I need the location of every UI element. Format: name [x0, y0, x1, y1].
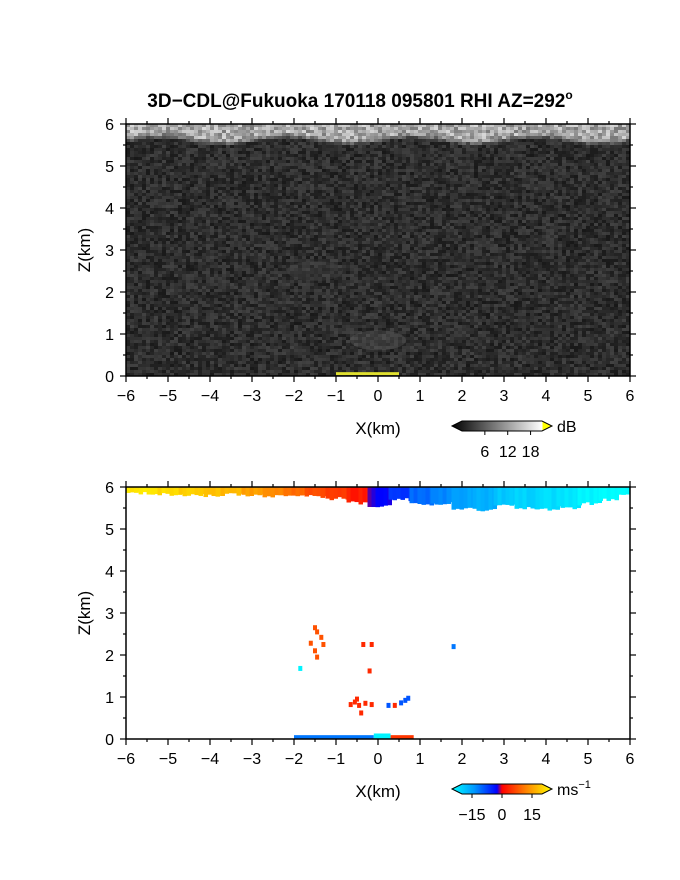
velocity-point: [361, 642, 366, 647]
x-tick-label: 6: [626, 751, 635, 768]
velocity-point: [359, 710, 364, 716]
x-tick-label: 5: [584, 388, 593, 405]
velocity-colorbar-label: ms−1: [557, 779, 591, 799]
velocity-point: [357, 702, 362, 708]
x-tick-label: −2: [285, 751, 303, 768]
velocity-point: [392, 702, 397, 708]
velocity-point: [319, 634, 324, 640]
y-tick-label: 5: [105, 159, 114, 176]
velocity-point: [369, 642, 374, 647]
velocity-surface-mark: [373, 733, 391, 739]
x-tick-label: 2: [458, 388, 467, 405]
x-tick-label: −4: [201, 388, 219, 405]
x-tick-label: −3: [243, 751, 261, 768]
x-tick-label: 2: [458, 751, 467, 768]
reflectivity-colorbar-tick: 18: [522, 444, 540, 461]
x-tick-label: 1: [416, 751, 425, 768]
x-tick-label: −1: [327, 751, 345, 768]
reflectivity-colorbar: dB 6 12 18: [450, 419, 577, 461]
velocity-point: [298, 665, 303, 671]
velocity-point: [386, 702, 391, 708]
y-tick-label: 1: [105, 690, 114, 707]
reflectivity-colorbar-tick: 6: [480, 444, 489, 461]
velocity-panel: −6 −5 −4 −3 −2 −1 0 1 2 3 4 5 6 0 1 2 3 4 5 6 X(km) Z(km) m…: [75, 480, 636, 824]
velocity-point: [451, 644, 456, 650]
velocity-point: [315, 629, 320, 635]
velocity-surface: [294, 733, 414, 739]
velocity-point: [399, 700, 404, 706]
x-tick-label: 3: [500, 388, 509, 405]
velocity-point: [406, 695, 411, 701]
x-tick-label: 6: [626, 388, 635, 405]
velocity-point: [352, 699, 357, 705]
x-tick-label: −1: [327, 388, 345, 405]
velocity-colorbar: ms−1 −15 0 15: [450, 779, 591, 824]
velocity-surface-mark: [390, 735, 414, 739]
velocity-point: [355, 696, 359, 702]
y-tick-label: 2: [105, 285, 114, 302]
y-tick-label: 5: [105, 522, 114, 539]
velocity-colorbar-tick: 0: [498, 807, 507, 824]
x-tick-label: 0: [374, 751, 383, 768]
velocity-point: [367, 668, 372, 674]
velocity-point: [308, 640, 313, 646]
velocity-point: [348, 702, 353, 708]
y-tick-label: 0: [105, 732, 114, 749]
velocity-point: [363, 700, 368, 706]
figure-title: 3D−CDL@Fukuoka 170118 095801 RHI AZ=292o: [147, 88, 572, 112]
weak-echo-mark: [350, 330, 406, 351]
x-tick-label: 4: [542, 751, 551, 768]
x-tick-label: 1: [416, 388, 425, 405]
velocity-point: [403, 697, 408, 703]
reflectivity-colorbar-bar: [450, 420, 554, 432]
x-tick-label: 3: [500, 751, 509, 768]
x-tick-label: 5: [584, 751, 593, 768]
reflectivity-heatmap: [126, 124, 630, 376]
x-tick-label: 0: [374, 388, 383, 405]
velocity-scatter: [298, 625, 456, 716]
surface-echo-mark: [336, 372, 399, 376]
y-tick-label: 6: [105, 480, 114, 497]
velocity-colorbar-tick: 15: [523, 807, 541, 824]
velocity-x-axis-label: X(km): [355, 782, 400, 801]
velocity-y-axis-label: Z(km): [75, 591, 94, 635]
velocity-surface-mark: [294, 735, 374, 739]
velocity-colorbar-bar: [450, 783, 554, 795]
velocity-top-layer: [126, 487, 630, 512]
x-tick-label: −6: [117, 751, 135, 768]
y-tick-label: 0: [105, 369, 114, 386]
velocity-point: [321, 642, 326, 647]
x-tick-label: −4: [201, 751, 219, 768]
x-tick-label: −3: [243, 388, 261, 405]
y-tick-label: 6: [105, 117, 114, 134]
velocity-point: [313, 648, 317, 654]
x-tick-label: −5: [159, 751, 177, 768]
x-tick-label: −6: [117, 388, 135, 405]
velocity-point: [369, 702, 374, 708]
x-tick-label: −5: [159, 388, 177, 405]
velocity-point: [315, 654, 320, 660]
y-tick-label: 1: [105, 327, 114, 344]
reflectivity-colorbar-label: dB: [557, 419, 577, 436]
y-tick-label: 3: [105, 243, 114, 260]
velocity-point: [313, 625, 317, 631]
y-tick-label: 4: [105, 564, 114, 581]
y-tick-label: 3: [105, 606, 114, 623]
reflectivity-colorbar-tick: 12: [499, 444, 517, 461]
velocity-colorbar-tick: −15: [458, 807, 485, 824]
reflectivity-x-axis-label: X(km): [355, 419, 400, 438]
y-tick-label: 4: [105, 201, 114, 218]
weak-echo-mark: [287, 261, 343, 281]
x-tick-label: 4: [542, 388, 551, 405]
reflectivity-y-axis-label: Z(km): [75, 228, 94, 272]
y-tick-label: 2: [105, 648, 114, 665]
x-tick-label: −2: [285, 388, 303, 405]
